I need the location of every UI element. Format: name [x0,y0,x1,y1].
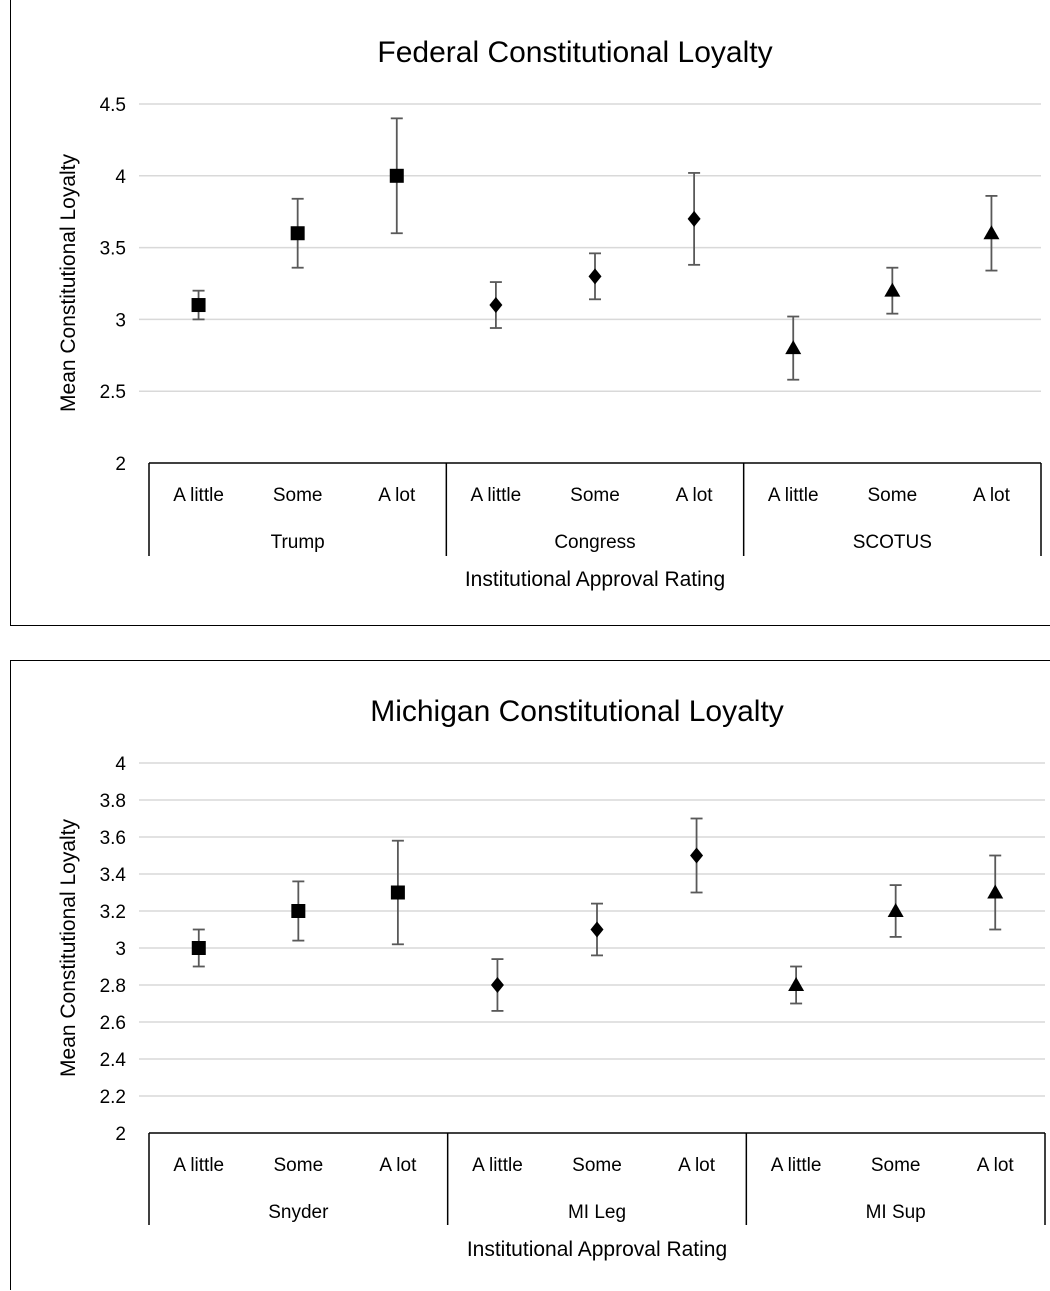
y-axis-label: Mean Constitutional Loyalty [57,819,80,1077]
category-label: Some [273,485,323,506]
category-label: Some [570,485,620,506]
category-label: Some [868,485,918,506]
y-tick-label: 3 [115,310,126,331]
group-label: MI Sup [866,1202,926,1223]
federal-chart: Federal Constitutional Loyalty 2 2.5 3 3.5 4 4… [57,36,1042,591]
group-label: Trump [271,532,325,553]
x-axis-label: Institutional Approval Rating [467,1238,727,1261]
data-point-square [191,941,206,955]
y-tick-label: 2.4 [100,1050,127,1071]
y-axis-label: Mean Constitutional Loyalty [57,154,80,412]
data-point-diamond [489,297,503,314]
michigan-chart-panel: Michigan Constitutional Loyalty 2 2.2 2.4 2.… [10,660,1050,1290]
category-label: A lot [378,485,416,506]
category-label: A lot [977,1155,1015,1176]
category-label: A little [173,1155,224,1176]
y-tick-label: 4 [115,754,126,775]
y-tick-label: 2 [115,454,126,475]
federal-chart-panel: Federal Constitutional Loyalty 2 2.5 3 3.5 4 4… [10,0,1050,626]
category-label: A little [173,485,224,506]
y-tick-label: 2.8 [100,976,126,997]
category-label: A lot [973,485,1011,506]
data-point-diamond [687,210,701,227]
y-tick-label: 4 [115,167,126,188]
y-tick-label: 2.5 [100,382,126,403]
y-tick-label: 3.4 [100,865,127,886]
y-tick-label: 2.6 [100,1013,126,1034]
data-point-diamond [690,847,704,864]
data-point-diamond [588,268,602,285]
group-label: Congress [554,532,635,553]
michigan-chart: Michigan Constitutional Loyalty 2 2.2 2.4 2.… [57,695,1046,1261]
data-point-square [291,904,306,918]
group-label: MI Leg [568,1202,626,1223]
y-tick-label: 3.6 [100,828,126,849]
category-label: A little [471,485,522,506]
y-tick-label: 3.5 [100,239,126,260]
data-point-triangle [987,884,1004,899]
category-label: Some [274,1155,324,1176]
data-point-square [290,226,305,241]
category-label: Some [871,1155,921,1176]
data-point-diamond [590,921,604,938]
data-point-square [191,298,206,313]
chart-title: Federal Constitutional Loyalty [377,36,772,69]
y-tick-label: 2 [115,1124,126,1145]
group-label: SCOTUS [853,532,932,553]
data-point-square [389,168,404,183]
category-label: A lot [676,485,714,506]
y-tick-label: 2.2 [100,1087,126,1108]
category-label: A little [768,485,819,506]
data-point-triangle [887,903,904,917]
y-tick-label: 3.2 [100,902,126,923]
y-tick-label: 3 [115,939,126,960]
data-point-triangle [785,340,802,355]
category-label: A lot [678,1155,716,1176]
group-label: Snyder [268,1202,329,1223]
category-label: A little [472,1155,523,1176]
data-point-diamond [490,977,504,993]
category-label: A lot [379,1155,417,1176]
data-point-triangle [983,225,1000,240]
category-label: Some [572,1155,622,1176]
chart-title: Michigan Constitutional Loyalty [370,695,784,728]
y-tick-label: 4.5 [100,95,126,116]
category-label: A little [771,1155,822,1176]
data-point-triangle [788,977,805,991]
x-axis-label: Institutional Approval Rating [465,568,725,591]
y-tick-label: 3.8 [100,791,126,812]
data-point-square [390,885,405,900]
data-point-triangle [884,282,901,297]
